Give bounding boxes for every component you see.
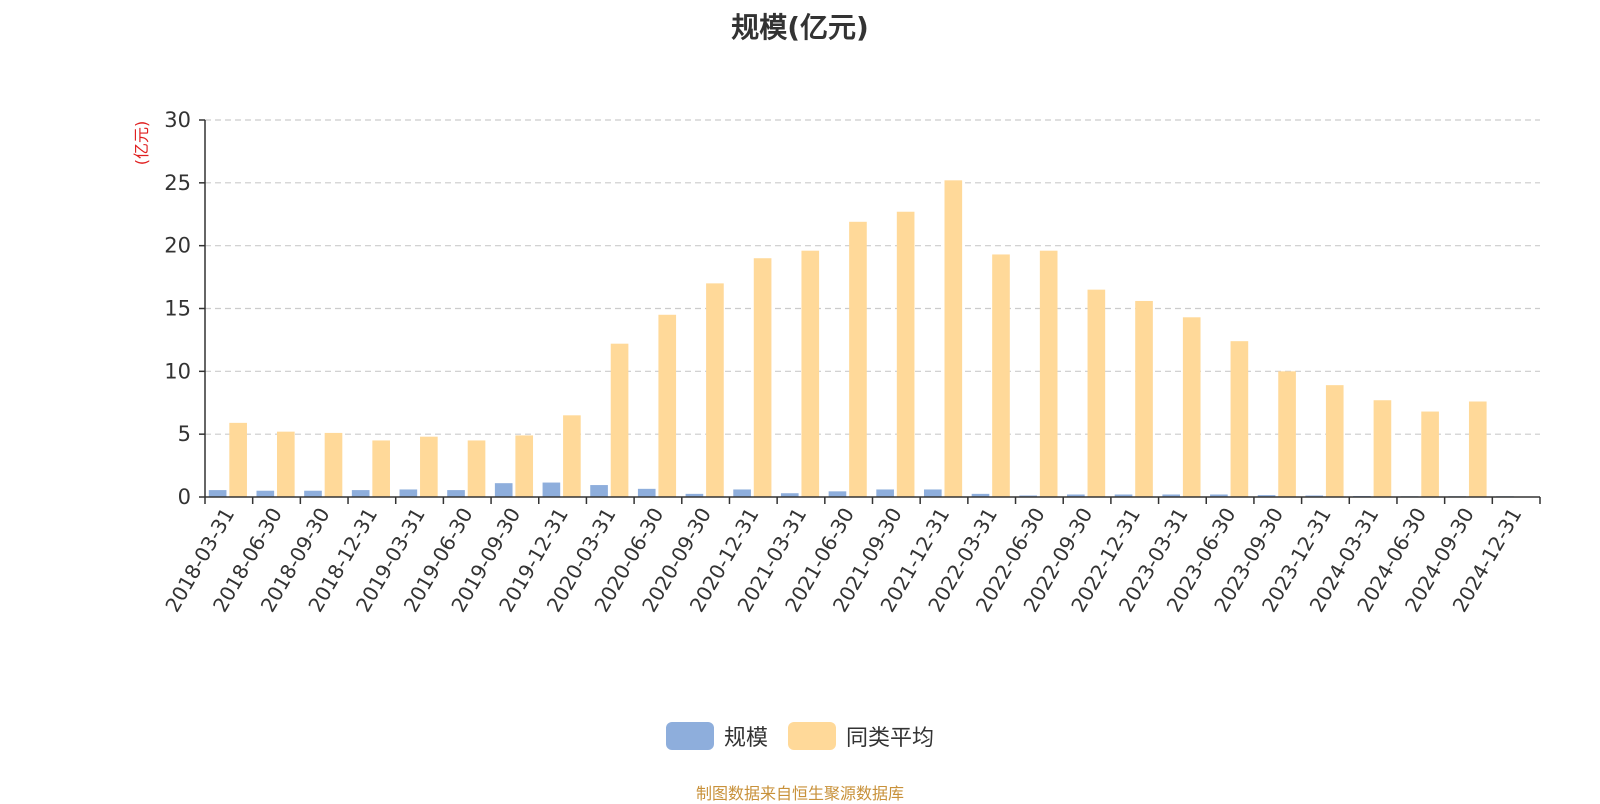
data-source-note: 制图数据来自恒生聚源数据库 [695,784,904,803]
bar-scale[interactable] [1305,495,1324,497]
bar-scale[interactable] [1019,495,1037,497]
y-tick-label: 15 [164,297,191,321]
bar-peer-average[interactable] [1182,317,1201,497]
y-tick-label: 0 [178,485,191,509]
bar-peer-average[interactable] [1373,400,1392,497]
y-axis-label: (亿元) [132,121,151,166]
bar-scale[interactable] [685,493,704,497]
bar-scale[interactable] [637,488,656,497]
legend-item-peer-average[interactable]: 同类平均 [788,720,934,752]
bar-scale[interactable] [304,490,322,497]
bar-peer-average[interactable] [896,211,915,497]
bar-peer-average[interactable] [1087,289,1106,497]
bar-scale[interactable] [828,491,847,497]
bar-peer-average[interactable] [1135,300,1153,497]
bar-scale[interactable] [1067,494,1085,497]
bar-peer-average[interactable] [372,440,390,497]
bar-scale[interactable] [1114,494,1133,497]
legend-item-scale[interactable]: 规模 [665,720,768,752]
bar-peer-average[interactable] [324,432,343,497]
grid-lines [205,119,1540,435]
legend-label-scale: 规模 [723,726,768,751]
bar-peer-average[interactable] [1039,250,1058,497]
bar-peer-average[interactable] [563,415,581,497]
legend-swatch-peer-average [788,722,836,750]
legend: 规模 同类平均 [0,720,1600,752]
bar-scale[interactable] [1257,495,1276,497]
y-tick-label: 25 [164,171,191,195]
bar-peer-average[interactable] [1230,341,1249,497]
y-tick-label: 10 [164,359,191,383]
bar-peer-average[interactable] [420,436,438,497]
bar-peer-average[interactable] [1325,385,1344,497]
bar-scale[interactable] [590,485,608,497]
bar-peer-average[interactable] [706,283,724,497]
bar-peer-average[interactable] [276,431,295,497]
bar-scale[interactable] [1162,494,1181,497]
legend-label-peer-average: 同类平均 [846,726,935,751]
bar-scale[interactable] [399,489,418,497]
bar-scale[interactable] [1210,494,1228,497]
bar-peer-average[interactable] [992,254,1010,497]
legend-swatch-scale [665,722,714,750]
bar-peer-average[interactable] [849,221,867,498]
bar-peer-average[interactable] [229,422,247,497]
bar-scale[interactable] [733,489,751,497]
bar-peer-average[interactable] [1421,411,1439,497]
bar-peer-average[interactable] [515,435,534,497]
bar-scale[interactable] [923,489,942,497]
bar-peer-average[interactable] [610,343,629,497]
y-tick-label: 5 [178,422,191,446]
bar-scale[interactable] [208,490,227,497]
bars [208,180,1514,498]
bar-peer-average[interactable] [801,250,820,497]
bar-peer-average[interactable] [467,440,486,497]
bar-peer-average[interactable] [944,180,963,497]
bar-peer-average[interactable] [658,314,677,497]
bar-scale[interactable] [780,493,799,497]
bar-scale[interactable] [447,490,465,497]
bar-scale[interactable] [542,482,561,497]
bar-scale[interactable] [351,490,370,497]
bar-peer-average[interactable] [1468,401,1487,497]
bar-scale[interactable] [494,483,513,497]
bar-scale[interactable] [256,490,275,497]
y-tick-label: 30 [164,108,191,132]
bar-peer-average[interactable] [1278,371,1296,497]
bar-peer-average[interactable] [753,258,772,497]
bar-scale[interactable] [971,493,990,497]
chart-title: 规模(亿元) [731,11,869,44]
y-tick-label: 20 [164,234,191,258]
bar-scale[interactable] [876,489,894,497]
